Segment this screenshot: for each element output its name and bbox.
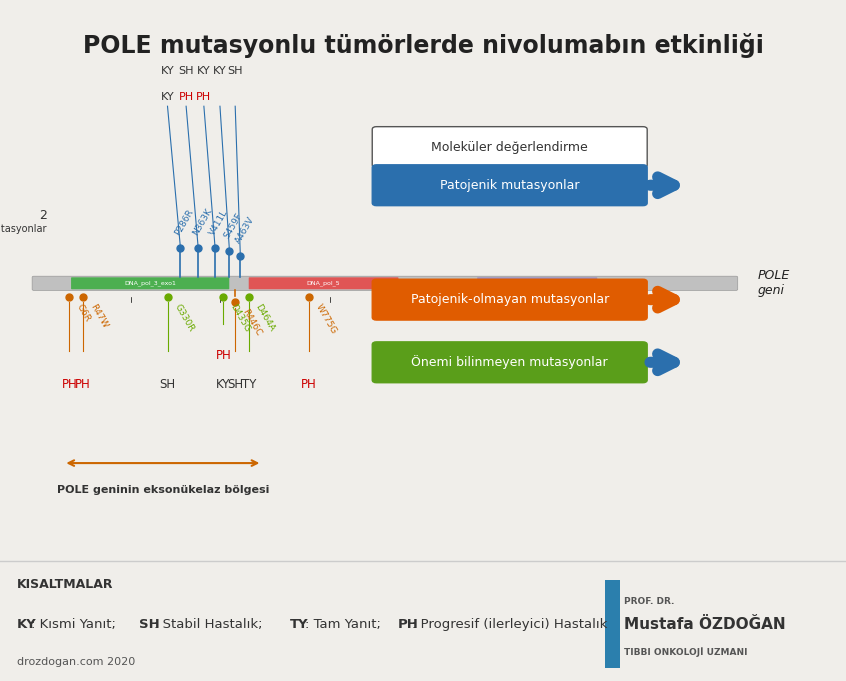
Text: drozdogan.com 2020: drozdogan.com 2020 (17, 657, 135, 667)
FancyBboxPatch shape (249, 277, 398, 289)
Text: W775G: W775G (314, 302, 338, 336)
Text: SH: SH (227, 377, 244, 391)
Text: : Tam Yanıt;: : Tam Yanıt; (305, 618, 385, 631)
Text: PH: PH (62, 377, 77, 391)
FancyBboxPatch shape (372, 342, 647, 383)
Text: DUF1744: DUF1744 (523, 281, 552, 286)
Text: SH: SH (228, 66, 243, 76)
Text: Moleküler değerlendirme: Moleküler değerlendirme (431, 140, 588, 154)
Text: Patojenik-olmayan mutasyonlar: Patojenik-olmayan mutasyonlar (410, 293, 609, 306)
FancyBboxPatch shape (32, 276, 738, 290)
Text: R47W: R47W (88, 302, 109, 330)
Text: PH: PH (398, 618, 419, 631)
Text: G330R: G330R (173, 302, 195, 333)
Text: PH: PH (75, 377, 91, 391)
Text: Önemi bilinmeyen mutasyonlar: Önemi bilinmeyen mutasyonlar (411, 355, 608, 369)
Text: SH: SH (159, 377, 176, 391)
Text: : Progresif (ilerleyici) Hastalık: : Progresif (ilerleyici) Hastalık (413, 618, 607, 631)
Text: TY: TY (290, 618, 309, 631)
Text: DNA_pol_5: DNA_pol_5 (307, 281, 340, 286)
FancyBboxPatch shape (372, 127, 647, 168)
FancyBboxPatch shape (372, 279, 647, 320)
Text: P286R: P286R (173, 208, 195, 237)
Text: PH: PH (179, 92, 194, 102)
Text: TY: TY (242, 377, 255, 391)
Text: G6R: G6R (74, 302, 91, 323)
Text: Patojenik mutasyonlar: Patojenik mutasyonlar (440, 178, 580, 192)
FancyBboxPatch shape (372, 165, 647, 206)
Text: DNA_pol_3_exo1: DNA_pol_3_exo1 (124, 281, 176, 286)
Text: SH: SH (139, 618, 160, 631)
Text: PROF. DR.: PROF. DR. (624, 597, 675, 606)
Text: V411L: V411L (208, 208, 230, 237)
Text: KY: KY (161, 66, 174, 76)
Text: POLE
geni: POLE geni (757, 269, 789, 298)
Text: PH: PH (216, 349, 231, 362)
Text: SH: SH (179, 66, 194, 76)
Text: #mutasyonlar: #mutasyonlar (0, 224, 47, 234)
Text: Mustafa ÖZDOĞAN: Mustafa ÖZDOĞAN (624, 617, 786, 632)
Text: KY: KY (213, 66, 227, 76)
Bar (605, 580, 620, 669)
FancyBboxPatch shape (477, 277, 597, 289)
Text: 2: 2 (39, 208, 47, 222)
FancyBboxPatch shape (71, 277, 229, 289)
Text: KISALTMALAR: KISALTMALAR (17, 577, 113, 590)
Text: PH: PH (196, 92, 212, 102)
Text: : Stabil Hastalık;: : Stabil Hastalık; (153, 618, 266, 631)
Text: KY: KY (217, 377, 230, 391)
Text: KY: KY (197, 66, 211, 76)
Text: R446C: R446C (240, 308, 263, 338)
Text: D435G: D435G (228, 302, 252, 334)
Text: KY: KY (17, 618, 36, 631)
Text: D464A: D464A (254, 302, 277, 333)
Text: KY: KY (161, 92, 174, 102)
Text: PH: PH (301, 377, 316, 391)
Text: N363K: N363K (191, 206, 214, 237)
Text: POLE geninin eksonükelaz bölgesi: POLE geninin eksonükelaz bölgesi (57, 485, 269, 495)
Text: S459F: S459F (222, 211, 244, 240)
Text: TIBBI ONKOLOJİ UZMANI: TIBBI ONKOLOJİ UZMANI (624, 647, 748, 657)
Text: : Kısmi Yanıt;: : Kısmi Yanıt; (31, 618, 120, 631)
Text: A463V: A463V (233, 215, 256, 245)
Text: POLE mutasyonlu tümörlerde nivolumabın etkinliği: POLE mutasyonlu tümörlerde nivolumabın e… (83, 33, 763, 58)
